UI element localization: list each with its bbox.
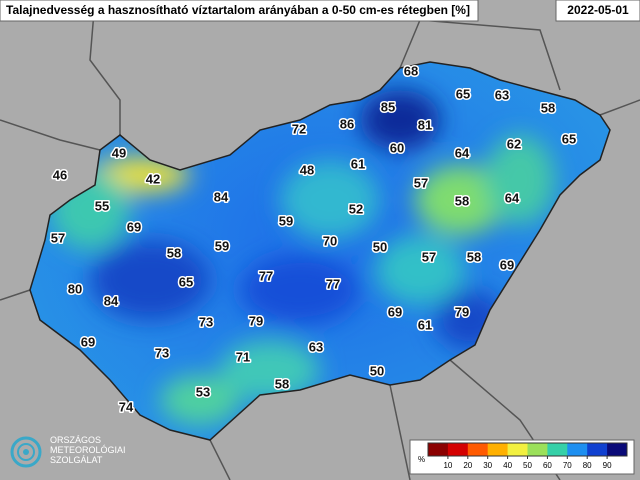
station-value: 65: [179, 274, 193, 289]
colorbar-tick-label: 80: [583, 461, 592, 470]
logo-text: METEOROLÓGIAI: [50, 445, 126, 455]
station-value: 49: [112, 145, 126, 160]
station-value: 74: [119, 399, 134, 414]
station-value: 61: [351, 156, 365, 171]
station-value: 58: [167, 245, 181, 260]
colorbar-swatch: [587, 443, 608, 456]
station-value: 52: [349, 201, 363, 216]
station-value: 59: [215, 238, 229, 253]
station-value: 79: [455, 304, 469, 319]
station-value: 69: [500, 257, 514, 272]
station-value: 48: [300, 162, 314, 177]
station-value: 70: [323, 233, 337, 248]
colorbar-swatch: [467, 443, 489, 456]
station-value: 73: [155, 345, 169, 360]
logo-text: ORSZÁGOS: [50, 435, 101, 445]
station-value: 42: [146, 171, 160, 186]
colorbar-tick-label: 70: [563, 461, 572, 470]
colorbar-tick-label: 50: [523, 461, 532, 470]
station-value: 71: [236, 349, 250, 364]
station-value: 60: [390, 140, 404, 155]
colorbar-unit: %: [418, 455, 425, 464]
colorbar-tick-label: 30: [483, 461, 492, 470]
station-value: 46: [53, 167, 67, 182]
colorbar-tick-label: 20: [463, 461, 472, 470]
station-value: 81: [418, 117, 432, 132]
station-value: 58: [467, 249, 481, 264]
station-value: 57: [51, 230, 65, 245]
station-value: 64: [455, 145, 470, 160]
station-value: 57: [414, 175, 428, 190]
date: 2022-05-01: [567, 3, 629, 17]
colorbar-swatch: [447, 443, 469, 456]
station-value: 62: [507, 136, 521, 151]
station-value: 50: [370, 363, 384, 378]
colorbar-tick-label: 60: [543, 461, 552, 470]
title: Talajnedvesség a hasznosítható víztartal…: [6, 3, 470, 17]
colorbar-tick-label: 90: [603, 461, 612, 470]
station-value: 61: [418, 317, 432, 332]
station-value: 63: [495, 87, 509, 102]
title-box: [0, 0, 479, 22]
station-value: 57: [422, 249, 436, 264]
station-value: 72: [292, 121, 306, 136]
station-value: 58: [275, 376, 289, 391]
station-value: 73: [199, 314, 213, 329]
station-value: 58: [541, 100, 555, 115]
station-value: 85: [381, 99, 395, 114]
station-value: 63: [309, 339, 323, 354]
colorbar-swatch: [428, 443, 449, 456]
station-value: 80: [68, 281, 82, 296]
station-value: 53: [196, 384, 210, 399]
station-value: 50: [373, 239, 387, 254]
logo-text: SZOLGÁLAT: [50, 455, 103, 465]
station-value: 69: [81, 334, 95, 349]
station-value: 64: [505, 190, 520, 205]
colorbar-tick-label: 40: [503, 461, 512, 470]
station-value: 69: [127, 219, 141, 234]
station-value: 69: [388, 304, 402, 319]
colorbar-swatch: [567, 443, 588, 456]
colorbar-swatch: [607, 443, 628, 456]
station-value: 55: [95, 198, 109, 213]
station-value: 84: [104, 293, 119, 308]
colorbar-swatch: [487, 443, 509, 456]
station-value: 68: [404, 63, 418, 78]
logo: [10, 436, 42, 468]
station-value: 86: [340, 116, 354, 131]
colorbar-swatch: [527, 443, 548, 456]
colorbar-swatch: [507, 443, 528, 456]
colorbar-swatch: [547, 443, 568, 456]
colorbar-tick-label: 10: [443, 461, 452, 470]
station-value: 77: [326, 276, 340, 291]
station-value: 77: [259, 268, 273, 283]
station-value: 65: [456, 86, 470, 101]
date-box: [555, 0, 640, 22]
station-value: 58: [455, 193, 469, 208]
station-value: 65: [562, 131, 576, 146]
station-value: 59: [279, 213, 293, 228]
station-value: 79: [249, 313, 263, 328]
station-value: 84: [214, 189, 229, 204]
